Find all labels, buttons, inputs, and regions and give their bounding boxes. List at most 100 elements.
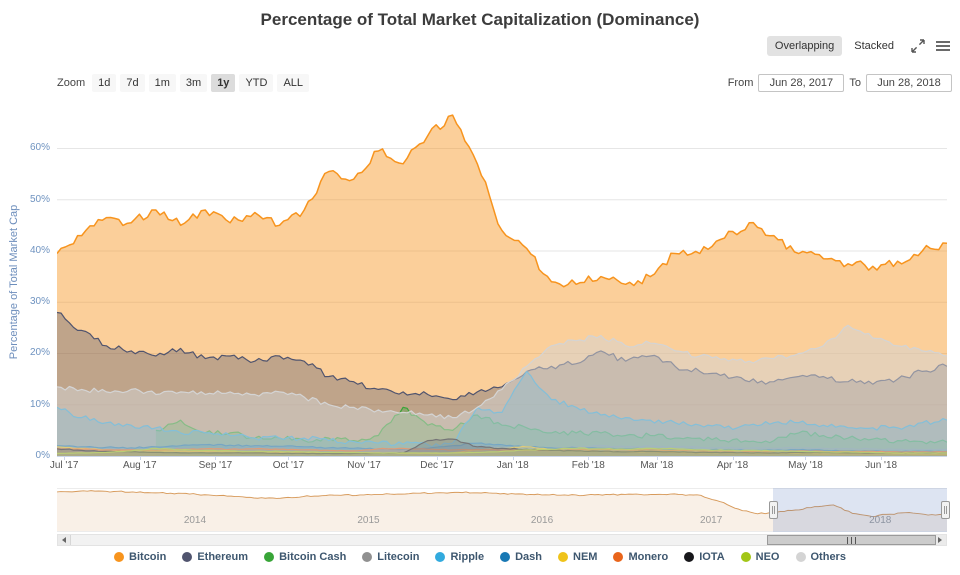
x-tick-label: Apr '18 xyxy=(716,460,749,471)
legend-item-nem[interactable]: NEM xyxy=(558,551,597,563)
x-tick-label: Aug '17 xyxy=(122,460,157,471)
page-title: Percentage of Total Market Capitalizatio… xyxy=(260,10,700,29)
range-button-all[interactable]: ALL xyxy=(277,74,310,92)
legend-item-dash[interactable]: Dash xyxy=(500,551,542,563)
series-area-bitcoin-dominance-all-time-[interactable] xyxy=(57,490,947,531)
range-buttons: 1d 7d 1m 3m 1y YTD ALL xyxy=(92,74,310,92)
legend-label: Bitcoin Cash xyxy=(279,551,347,563)
zoom-label: Zoom xyxy=(57,77,86,89)
legend-item-monero[interactable]: Monero xyxy=(613,551,668,563)
bitcoin-cash-marker-icon xyxy=(264,552,275,562)
x-tick-mark xyxy=(437,456,439,460)
legend-item-ethereum[interactable]: Ethereum xyxy=(182,551,248,563)
range-button-1y[interactable]: 1y xyxy=(211,74,236,92)
x-tick-mark xyxy=(588,456,590,460)
range-button-1m[interactable]: 1m xyxy=(148,74,176,92)
from-date-input[interactable] xyxy=(758,74,845,92)
y-tick-label: 60% xyxy=(29,142,50,154)
legend-label: NEO xyxy=(755,551,780,563)
range-button-ytd[interactable]: YTD xyxy=(239,74,274,92)
x-tick-label: Sep '17 xyxy=(198,460,233,471)
legend-item-litecoin[interactable]: Litecoin xyxy=(362,551,419,563)
scrollbar-left-arrow[interactable] xyxy=(58,535,71,545)
x-tick-mark xyxy=(805,456,807,460)
navigator-chart[interactable] xyxy=(57,488,947,532)
fullscreen-icon[interactable] xyxy=(909,37,927,55)
x-tick-label: Jan '18 xyxy=(496,460,529,471)
y-tick-label: 0% xyxy=(35,450,50,461)
legend-label: Dash xyxy=(515,551,542,563)
x-tick-mark xyxy=(215,456,217,460)
x-tick-mark xyxy=(364,456,366,460)
scrollbar-track[interactable] xyxy=(57,534,947,546)
litecoin-marker-icon xyxy=(362,552,373,562)
to-date-input[interactable] xyxy=(866,74,952,92)
legend-item-iota[interactable]: IOTA xyxy=(684,551,725,563)
legend-item-others[interactable]: Others xyxy=(795,551,846,563)
y-axis-title: Percentage of Total Market Cap xyxy=(8,204,20,360)
others-marker-icon xyxy=(795,552,806,562)
navigator-year-label: 2015 xyxy=(357,515,380,526)
series-line-bitcoin[interactable] xyxy=(57,114,947,288)
legend-label: Ripple xyxy=(450,551,485,563)
navigator-right-handle[interactable] xyxy=(941,501,950,519)
x-tick-mark xyxy=(881,456,883,460)
range-button-1d[interactable]: 1d xyxy=(92,74,117,92)
legend: Bitcoin Ethereum Bitcoin Cash Litecoin Rippl… xyxy=(0,551,960,563)
legend-item-bitcoin-cash[interactable]: Bitcoin Cash xyxy=(264,551,346,563)
y-tick-label: 50% xyxy=(29,193,50,205)
x-tick-mark xyxy=(732,456,734,460)
dash-marker-icon xyxy=(500,552,511,562)
y-tick-label: 20% xyxy=(29,347,50,359)
navigator-year-label: 2014 xyxy=(183,515,207,526)
legend-label: IOTA xyxy=(699,551,725,563)
ethereum-marker-icon xyxy=(182,552,193,562)
stacked-mode-button[interactable]: Stacked xyxy=(854,40,894,52)
range-button-7d[interactable]: 7d xyxy=(120,74,145,92)
from-label: From xyxy=(727,77,754,89)
iota-marker-icon xyxy=(684,552,695,562)
x-tick-label: Jul '17 xyxy=(49,460,79,471)
range-button-3m[interactable]: 3m xyxy=(179,74,208,92)
menu-icon[interactable] xyxy=(934,37,952,55)
legend-label: Litecoin xyxy=(377,551,420,563)
navigator-year-label: 2016 xyxy=(530,515,554,526)
chart-mode-toolbar: Overlapping Stacked xyxy=(766,36,952,56)
scrollbar-thumb[interactable] xyxy=(767,535,936,545)
y-tick-label: 10% xyxy=(29,398,50,410)
legend-item-bitcoin[interactable]: Bitcoin xyxy=(114,551,166,563)
legend-label: NEM xyxy=(573,551,598,563)
mode-buttons: Overlapping Stacked xyxy=(766,36,902,56)
x-tick-label: May '18 xyxy=(788,460,823,471)
x-tick-label: Nov '17 xyxy=(347,460,381,471)
legend-label: Monero xyxy=(628,551,669,563)
x-tick-label: Jun '18 xyxy=(865,460,898,471)
x-tick-mark xyxy=(139,456,141,460)
navigator-year-label: 2017 xyxy=(700,515,723,526)
scrollbar-grip-icon xyxy=(847,536,857,544)
x-tick-mark xyxy=(288,456,290,460)
overlapping-mode-button[interactable]: Overlapping xyxy=(766,36,843,56)
legend-label: Others xyxy=(810,551,846,563)
bitcoin-marker-icon xyxy=(114,552,125,562)
legend-label: Bitcoin xyxy=(129,551,167,563)
legend-item-neo[interactable]: NEO xyxy=(740,551,780,563)
x-tick-mark xyxy=(64,456,66,460)
ripple-marker-icon xyxy=(435,552,446,562)
x-tick-mark xyxy=(656,456,658,460)
series-line-others[interactable] xyxy=(57,324,947,420)
y-tick-label: 30% xyxy=(29,296,50,308)
navigator-year-label: 2018 xyxy=(869,515,892,526)
x-axis-line xyxy=(57,456,947,457)
to-label: To xyxy=(849,77,861,89)
legend-item-ripple[interactable]: Ripple xyxy=(435,551,484,563)
x-tick-label: Oct '17 xyxy=(272,460,305,471)
main-chart-plot[interactable] xyxy=(57,110,947,456)
navigator-left-handle[interactable] xyxy=(769,501,779,519)
series-area-others[interactable] xyxy=(57,325,947,456)
navigator-selected-range[interactable] xyxy=(773,488,947,532)
series-line-bitcoin-dominance-all-time-[interactable] xyxy=(57,490,947,518)
y-tick-label: 40% xyxy=(29,244,50,256)
